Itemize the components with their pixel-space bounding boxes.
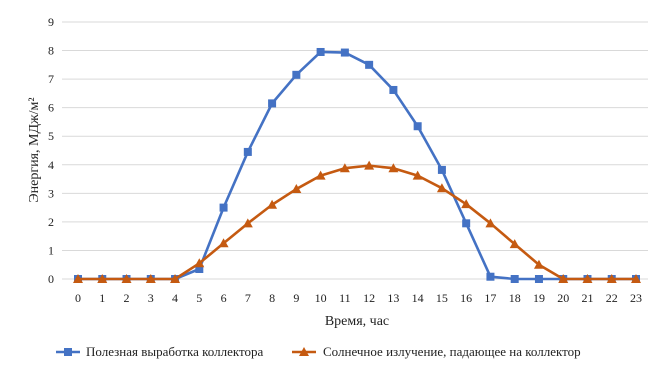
data-point [121, 274, 132, 283]
data-point [631, 274, 641, 283]
x-tick-label: 17 [484, 291, 496, 305]
data-point [558, 274, 569, 283]
x-tick-label: 8 [269, 291, 275, 305]
x-tick-label: 9 [293, 291, 299, 305]
data-point [242, 218, 253, 228]
data-point [534, 275, 543, 283]
x-tick-label: 15 [436, 291, 448, 305]
data-point [485, 218, 496, 228]
y-tick-label: 9 [48, 15, 54, 29]
y-tick-label: 2 [48, 215, 54, 229]
data-point [389, 85, 398, 94]
x-tick-label: 6 [221, 291, 227, 305]
x-tick-label: 0 [75, 291, 81, 305]
series-2 [73, 160, 641, 283]
data-point [436, 183, 447, 193]
data-point [195, 265, 204, 274]
x-tick-label: 5 [196, 291, 202, 305]
data-point [268, 99, 277, 108]
data-point [533, 259, 544, 269]
data-point [291, 184, 302, 194]
data-point [316, 47, 325, 56]
data-point [461, 199, 472, 209]
x-tick-label: 2 [124, 291, 130, 305]
x-tick-label: 14 [412, 291, 424, 305]
data-point [462, 219, 471, 228]
data-point [315, 170, 326, 180]
x-tick-label: 10 [315, 291, 327, 305]
data-point [194, 258, 205, 268]
grid-lines [62, 21, 648, 280]
x-tick-label: 1 [99, 291, 105, 305]
legend-marker [299, 347, 309, 356]
data-point [412, 170, 423, 180]
x-tick-label: 22 [606, 291, 618, 305]
y-tick-label: 0 [48, 272, 54, 286]
x-tick-label: 20 [557, 291, 569, 305]
data-point [509, 239, 520, 249]
y-tick-label: 3 [48, 186, 54, 200]
data-point [219, 203, 228, 212]
legend-item-1: Полезная выработка коллектора [56, 344, 264, 359]
legend-label: Полезная выработка коллектора [86, 344, 264, 359]
y-tick-label: 1 [48, 243, 54, 257]
series-1 [74, 47, 640, 283]
data-point [267, 199, 278, 209]
y-tick-label: 4 [48, 158, 54, 172]
data-point [243, 147, 252, 156]
x-tick-label: 4 [172, 291, 178, 305]
x-tick-label: 18 [509, 291, 521, 305]
y-tick-label: 7 [48, 72, 54, 86]
data-point [145, 274, 156, 283]
data-point [582, 274, 593, 283]
data-point [340, 48, 349, 57]
x-tick-label: 12 [363, 291, 375, 305]
data-point [365, 60, 374, 69]
y-axis-title: Энергия, МДж/м² [27, 97, 42, 202]
series-lines [73, 47, 641, 283]
legend-item-2: Солнечное излучение, падающее на коллект… [292, 344, 581, 359]
x-tick-labels: 0 1 2 3 4 5 6 7 8 9 10 11 12 13 14 15 16 17 18 19 20 21 22 23 [75, 291, 642, 305]
data-point [339, 163, 350, 173]
x-tick-label: 7 [245, 291, 251, 305]
data-point [292, 70, 301, 79]
data-point [510, 275, 519, 283]
data-point [73, 274, 83, 283]
data-point [388, 163, 399, 173]
x-tick-label: 3 [148, 291, 154, 305]
data-point [364, 160, 375, 170]
x-tick-label: 23 [630, 291, 642, 305]
legend: Полезная выработка коллектора Солнечное и… [56, 344, 581, 359]
legend-marker [64, 348, 72, 356]
series-line [78, 50, 636, 281]
data-point [486, 272, 495, 281]
y-tick-label: 6 [48, 101, 54, 115]
data-point [437, 165, 446, 174]
x-tick-label: 11 [339, 291, 351, 305]
y-tick-label: 5 [48, 129, 54, 143]
x-tick-label: 21 [581, 291, 593, 305]
data-point [97, 274, 108, 283]
x-tick-label: 19 [533, 291, 545, 305]
x-axis-title: Время, час [325, 314, 389, 329]
x-tick-label: 16 [460, 291, 472, 305]
legend-label: Солнечное излучение, падающее на коллект… [323, 344, 581, 359]
data-point [413, 122, 422, 131]
x-tick-label: 13 [387, 291, 399, 305]
data-point [170, 274, 181, 283]
data-point [606, 274, 617, 283]
y-tick-label: 8 [48, 44, 54, 58]
data-point [218, 238, 229, 248]
y-tick-labels: 0 1 2 3 4 5 6 7 8 9 [48, 15, 54, 286]
